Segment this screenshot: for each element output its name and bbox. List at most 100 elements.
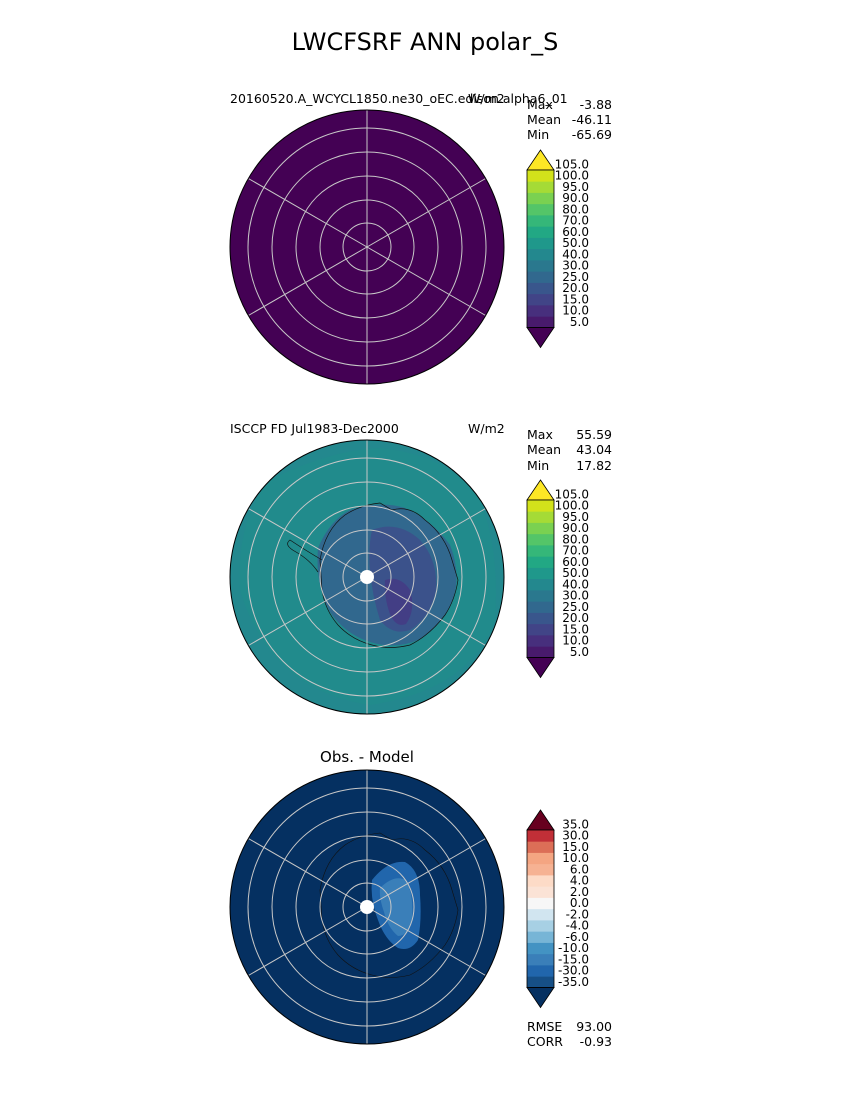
diff-corr-value: -0.93 xyxy=(579,1034,612,1049)
obs-antarctica-core xyxy=(369,526,437,632)
colorbar-tick-label: 50.0 xyxy=(562,236,589,250)
colorbar-tick-label: 20.0 xyxy=(562,611,589,625)
diff-map-grid xyxy=(247,770,487,1044)
colorbar-extend-min xyxy=(526,987,555,1009)
colorbar-segment-3 xyxy=(527,953,554,966)
colorbar-extend-max xyxy=(526,809,555,831)
colorbar-segment-9 xyxy=(527,556,554,568)
longitude-line-120 xyxy=(366,246,486,316)
obs-stat-max-value: 55.59 xyxy=(576,427,612,442)
diff-panel-title: Obs. - Model xyxy=(320,748,414,766)
colorbar-segment-14 xyxy=(527,830,554,842)
colorbar-tick-label: -30.0 xyxy=(558,964,589,978)
colorbar-segment-7 xyxy=(527,578,554,591)
model-stat-mean-value: -46.11 xyxy=(571,112,612,127)
colorbar-tick-label: 15.0 xyxy=(562,840,589,854)
colorbar-tick-label: 20.0 xyxy=(562,281,589,295)
colorbar-segment-10 xyxy=(527,545,554,557)
longitude-line-240 xyxy=(248,246,368,316)
colorbar-tick-label: -35.0 xyxy=(558,975,589,989)
colorbar-tick-label: 4.0 xyxy=(570,874,589,888)
colorbar-tick-label: 5.0 xyxy=(570,645,589,659)
diff-corr-label: CORR xyxy=(527,1034,563,1049)
colorbar-tick-label: 80.0 xyxy=(562,202,589,216)
colorbar-extend-max xyxy=(526,149,555,171)
colorbar-tick-label: 6.0 xyxy=(570,862,589,876)
colorbar-tick-label: 15.0 xyxy=(562,292,589,306)
colorbar-segment-6 xyxy=(527,590,554,602)
obs-colorbar: 5.010.015.020.025.030.040.050.060.070.08… xyxy=(526,479,589,679)
colorbar-tick-label: 90.0 xyxy=(562,191,589,205)
colorbar-extend-max xyxy=(526,479,555,501)
model-map-border xyxy=(229,109,505,385)
model-stat-max-label: Max xyxy=(527,97,553,112)
obs-case-label: ISCCP FD Jul1983-Dec2000 xyxy=(230,421,399,436)
colorbar-segment-4 xyxy=(527,612,554,625)
model-map xyxy=(229,109,505,385)
obs-pole-hole xyxy=(360,570,374,584)
diff-colorbar: -35.0-30.0-15.0-10.0-6.0-4.0-2.00.02.04.… xyxy=(526,809,589,1009)
colorbar-extend-min xyxy=(526,657,555,679)
colorbar-tick-label: 2.0 xyxy=(570,885,589,899)
colorbar-tick-label: 105.0 xyxy=(555,157,589,171)
colorbar-tick-label: 100.0 xyxy=(555,499,589,513)
obs-units-label: W/m2 xyxy=(468,421,505,436)
model-stat-min-value: -65.69 xyxy=(571,127,612,142)
colorbar-segment-2 xyxy=(527,635,554,647)
colorbar-tick-label: 30.0 xyxy=(562,589,589,603)
colorbar-tick-label: 0.0 xyxy=(570,896,589,910)
colorbar-segment-5 xyxy=(527,931,554,943)
colorbar-tick-label: 40.0 xyxy=(562,577,589,591)
obs-stat-max-label: Max xyxy=(527,427,553,442)
colorbar-tick-label: 80.0 xyxy=(562,532,589,546)
obs-map-border xyxy=(229,439,505,715)
colorbar-segment-14 xyxy=(527,170,554,182)
model-colorbar: 5.010.015.020.025.030.040.050.060.070.08… xyxy=(526,149,589,349)
colorbar-tick-label: 25.0 xyxy=(562,600,589,614)
colorbar-tick-label: 60.0 xyxy=(562,225,589,239)
colorbar-segment-8 xyxy=(527,237,554,250)
colorbar-extend-min xyxy=(526,327,555,349)
colorbar-frame xyxy=(526,169,555,328)
colorbar-segment-1 xyxy=(527,316,554,328)
colorbar-tick-label: 95.0 xyxy=(562,510,589,524)
colorbar-tick-label: 5.0 xyxy=(570,315,589,329)
colorbar-tick-label: 10.0 xyxy=(562,634,589,648)
colorbar-tick-label: 35.0 xyxy=(562,817,589,831)
colorbar-tick-label: -6.0 xyxy=(566,930,589,944)
model-stat-mean-label: Mean xyxy=(527,112,562,127)
colorbar-segment-11 xyxy=(527,203,554,216)
colorbar-segment-5 xyxy=(527,271,554,283)
colorbar-segment-11 xyxy=(527,863,554,876)
colorbar-tick-label: 10.0 xyxy=(562,304,589,318)
colorbar-segment-12 xyxy=(527,522,554,535)
colorbar-segment-9 xyxy=(527,886,554,898)
obs-antarctica-min xyxy=(384,578,413,625)
diff-anomaly-inner xyxy=(379,878,413,936)
obs-stat-min-label: Min xyxy=(527,458,550,473)
colorbar-segment-13 xyxy=(527,841,554,853)
obs-map-grid xyxy=(247,440,487,714)
colorbar-segment-1 xyxy=(527,976,554,988)
longitude-line-60 xyxy=(366,178,486,248)
colorbar-frame xyxy=(526,829,555,988)
colorbar-tick-label: -4.0 xyxy=(566,919,589,933)
colorbar-segment-14 xyxy=(527,500,554,512)
model-units-label: W/m2 xyxy=(468,91,505,106)
diff-map-border xyxy=(229,769,505,1045)
colorbar-tick-label: 25.0 xyxy=(562,270,589,284)
colorbar-segment-4 xyxy=(527,942,554,955)
colorbar-segment-2 xyxy=(527,965,554,977)
colorbar-segment-2 xyxy=(527,305,554,317)
colorbar-segment-13 xyxy=(527,511,554,523)
model-stat-max-value: -3.88 xyxy=(579,97,612,112)
longitude-line-300 xyxy=(248,508,368,578)
model-case-label: 20160520.A_WCYCL1850.ne30_oEC.edison.alp… xyxy=(230,91,568,106)
longitude-line-240 xyxy=(248,906,368,976)
colorbar-tick-label: -10.0 xyxy=(558,941,589,955)
colorbar-segment-4 xyxy=(527,282,554,295)
colorbar-segment-6 xyxy=(527,260,554,272)
obs-map xyxy=(229,439,505,715)
longitude-line-60 xyxy=(366,508,486,578)
